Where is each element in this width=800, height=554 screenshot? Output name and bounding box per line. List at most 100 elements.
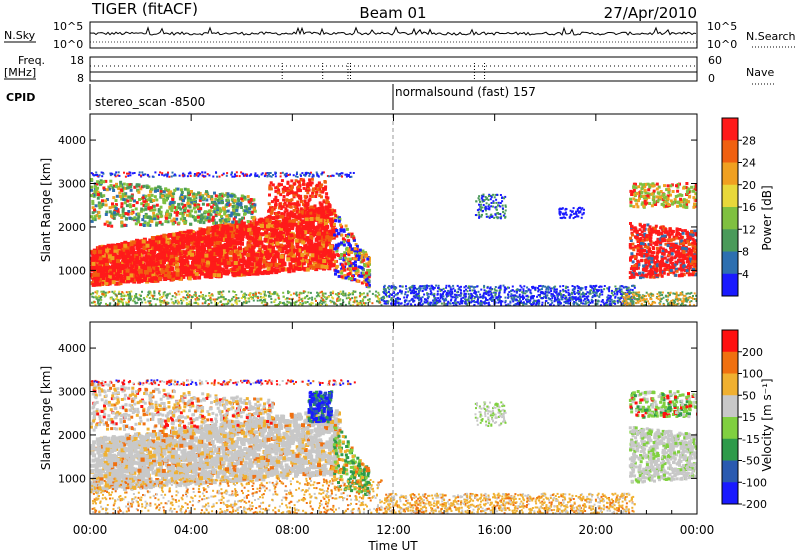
- data-cell: [295, 228, 300, 232]
- data-cell: [130, 194, 134, 198]
- data-cell: [92, 250, 97, 254]
- data-cell: [204, 294, 207, 297]
- data-cell: [215, 240, 220, 245]
- data-cell: [298, 291, 301, 294]
- data-cell: [317, 181, 321, 185]
- data-cell: [117, 298, 120, 301]
- data-cell: [115, 194, 119, 198]
- data-cell: [154, 303, 157, 306]
- data-cell: [173, 188, 177, 192]
- data-cell: [317, 241, 322, 246]
- data-cell: [150, 242, 154, 247]
- data-cell: [130, 290, 133, 293]
- data-cell: [302, 290, 305, 293]
- data-cell: [118, 298, 121, 301]
- data-cell: [500, 300, 503, 302]
- data-cell: [270, 228, 275, 233]
- data-cell: [272, 293, 275, 296]
- data-cell: [244, 174, 246, 177]
- data-cell: [217, 233, 222, 238]
- data-cell: [163, 291, 166, 294]
- data-cell: [125, 217, 128, 221]
- data-cell: [175, 247, 180, 251]
- data-cell: [198, 220, 202, 224]
- data-cell: [118, 265, 123, 269]
- data-cell: [298, 188, 302, 192]
- data-cell: [279, 301, 282, 304]
- data-cell: [207, 244, 212, 249]
- data-cell: [321, 292, 324, 295]
- data-cell: [321, 299, 324, 302]
- data-cell: [318, 194, 322, 198]
- data-cell: [138, 173, 141, 176]
- data-cell: [129, 171, 132, 174]
- data-cell: [279, 214, 284, 219]
- data-cell: [165, 173, 168, 176]
- data-cell: [620, 288, 623, 291]
- data-cell: [344, 262, 348, 266]
- data-cell: [306, 182, 310, 186]
- data-cell: [182, 296, 185, 299]
- data-cell: [208, 292, 211, 294]
- data-cell: [197, 264, 202, 269]
- data-cell: [274, 201, 278, 205]
- data-cell: [245, 302, 248, 304]
- data-cell: [179, 197, 183, 201]
- data-cell: [297, 264, 302, 269]
- data-cell: [143, 221, 147, 225]
- data-cell: [155, 213, 159, 217]
- data-cell: [149, 250, 154, 254]
- data-cell: [269, 175, 272, 178]
- data-cell: [205, 198, 209, 202]
- data-cell: [264, 230, 269, 235]
- data-cell: [206, 203, 210, 207]
- data-cell: [352, 293, 354, 296]
- data-cell: [271, 216, 276, 221]
- data-cell: [91, 261, 96, 266]
- data-cell: [301, 297, 304, 300]
- data-cell: [209, 238, 213, 243]
- data-cell: [267, 263, 272, 268]
- data-cell: [353, 249, 357, 253]
- data-cell: [285, 231, 290, 236]
- data-cell: [347, 253, 351, 257]
- data-cell: [165, 264, 170, 269]
- data-cell: [207, 233, 212, 238]
- data-cell: [189, 171, 192, 174]
- data-cell: [306, 295, 308, 298]
- data-cell: [212, 298, 215, 301]
- data-cell: [286, 303, 289, 306]
- data-cell: [284, 303, 287, 306]
- data-cell: [351, 275, 354, 279]
- data-cell: [100, 260, 105, 265]
- data-cell: [153, 236, 158, 241]
- data-cell: [262, 290, 265, 293]
- data-cell: [101, 175, 104, 178]
- data-cell: [318, 218, 323, 223]
- data-cell: [216, 199, 220, 202]
- data-cell: [317, 211, 321, 215]
- data-cell: [107, 291, 110, 294]
- data-cell: [148, 196, 152, 200]
- data-cell: [299, 222, 304, 227]
- data-cell: [348, 259, 352, 263]
- data-cell: [125, 301, 128, 304]
- data-cell: [189, 222, 193, 226]
- data-cell: [192, 233, 197, 237]
- data-cell: [155, 240, 159, 245]
- data-cell: [393, 300, 396, 303]
- data-cell: [180, 290, 183, 293]
- data-cell: [361, 271, 365, 275]
- data-cell: [198, 173, 201, 176]
- data-cell: [255, 243, 260, 248]
- data-cell: [268, 253, 273, 257]
- data-cell: [129, 174, 132, 177]
- data-cell: [339, 290, 342, 293]
- data-cell: [281, 187, 285, 191]
- data-cell: [172, 217, 176, 221]
- data-cell: [284, 250, 289, 255]
- data-cell: [140, 207, 144, 211]
- data-cell: [188, 300, 191, 303]
- data-cell: [126, 276, 131, 281]
- data-cell: [246, 243, 251, 248]
